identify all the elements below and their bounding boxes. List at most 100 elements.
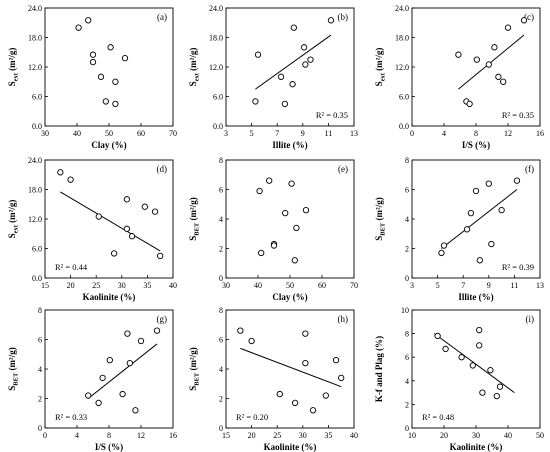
x-tick-label: 30 [472,431,480,440]
data-point [123,225,131,232]
y-tick-label: 8 [219,306,223,315]
x-tick-label: 70 [169,129,177,138]
data-point [327,17,335,24]
trend-line [87,343,158,399]
x-tick-label: 7 [461,281,465,290]
data-point [126,359,133,367]
data-point [520,17,528,24]
x-tick-label: 7 [275,129,279,138]
x-tick-label: 5 [250,129,254,138]
panel-label: (a) [157,12,167,22]
data-point [493,392,500,400]
data-point [270,242,278,249]
data-point [123,196,131,203]
panel-g: 0 4 8 12 16 0 2 4 6 8 I/S (%) SBET (m²/g) (g) R² = 0.… [7,306,177,452]
y-tick-label: 8 [405,330,409,339]
x-axis-label: Illite (%) [458,292,493,302]
data-point [322,392,329,399]
x-tick-label: 9 [487,281,491,290]
panel-label: (g) [157,314,168,324]
panel-a: 30 40 50 60 70 0.0 6.0 12.0 18.0 24.0 Clay (%) Sext… [7,4,177,150]
data-point [132,407,139,414]
data-point [153,327,161,334]
panel-label: (h) [338,314,349,324]
y-tick-label: 6.0 [32,93,42,102]
plot-frame [225,159,355,279]
panel-f: 3 5 7 9 11 13 0 2 4 6 8 Illite (%) SBET (m²/g) (f) R² … [374,156,544,302]
y-tick-label: 18.0 [28,34,42,43]
data-point [307,56,314,63]
x-tick-label: 25 [273,431,281,440]
y-tick-label: 24.0 [28,4,42,13]
y-axis-label: K-f and Plag (%) [374,336,384,402]
y-tick-label: 0.0 [213,122,223,131]
y-axis-label: Sext (m²/g) [188,48,201,87]
data-point [266,177,273,184]
y-tick-label: 6 [219,336,223,345]
r-squared-label: R² = 0.35 [502,110,534,120]
panel-d: 15 20 25 30 35 40 0.0 6.0 12.0 18.0 24.0 Kaolinite … [7,156,177,302]
data-point [458,354,465,361]
data-point [338,374,345,381]
x-tick-label: 16 [536,129,544,138]
data-point [151,208,159,215]
data-point [252,98,259,105]
y-tick-label: 0.0 [32,274,42,283]
data-point [89,51,97,58]
data-point [119,390,126,398]
y-tick-label: 18.0 [28,186,42,195]
data-point [110,250,118,257]
x-tick-label: 5 [436,281,440,290]
x-tick-label: 10 [408,431,416,440]
data-point [141,203,148,210]
x-axis-label: I/S (%) [95,442,123,452]
data-point [504,24,512,31]
x-tick-label: 0 [43,431,47,440]
y-axis-label: Sext (m²/g) [374,48,387,87]
data-point [472,187,480,195]
data-point [488,240,495,248]
data-point [467,209,475,217]
data-point [438,249,445,257]
y-tick-label: 2 [405,245,409,254]
y-tick-label: 0 [219,274,223,283]
data-point [463,226,471,233]
y-tick-label: 24.0 [209,4,223,13]
data-point [309,407,317,414]
x-tick-label: 12 [504,129,512,138]
data-point [248,337,255,345]
y-axis-label: Sext (m²/g) [7,200,20,239]
y-axis-label: SBET (m²/g) [374,197,387,240]
x-tick-label: 40 [73,129,81,138]
x-tick-label: 4 [75,431,79,440]
plot-frame [44,309,174,429]
data-point [121,55,129,62]
y-axis-label: Sext (m²/g) [7,48,20,87]
data-point [281,100,289,108]
data-point [498,206,505,214]
x-tick-label: 8 [474,129,478,138]
data-point [473,56,480,63]
data-point [485,180,492,187]
data-point [99,374,106,381]
plot-frame [411,309,541,429]
plot-frame [44,159,174,279]
y-tick-label: 6.0 [399,93,409,102]
data-point [466,100,473,108]
r-squared-label: R² = 0.48 [422,412,454,422]
panel-label: (i) [526,314,535,324]
data-point [67,176,74,183]
y-tick-label: 4 [405,215,409,224]
data-point [495,73,502,80]
data-point [157,252,164,260]
trend-line [60,191,161,252]
data-point [107,44,114,51]
x-tick-label: 35 [324,431,332,440]
y-tick-label: 12.0 [28,215,42,224]
panel-c: 0 4 8 12 16 0.0 6.0 12.0 18.0 24.0 I/S (%) Sext (m²… [374,4,544,150]
y-tick-label: 12.0 [395,63,409,72]
data-point [89,58,97,66]
y-tick-label: 0.0 [32,122,42,131]
data-point [434,332,441,340]
data-point [302,330,309,337]
